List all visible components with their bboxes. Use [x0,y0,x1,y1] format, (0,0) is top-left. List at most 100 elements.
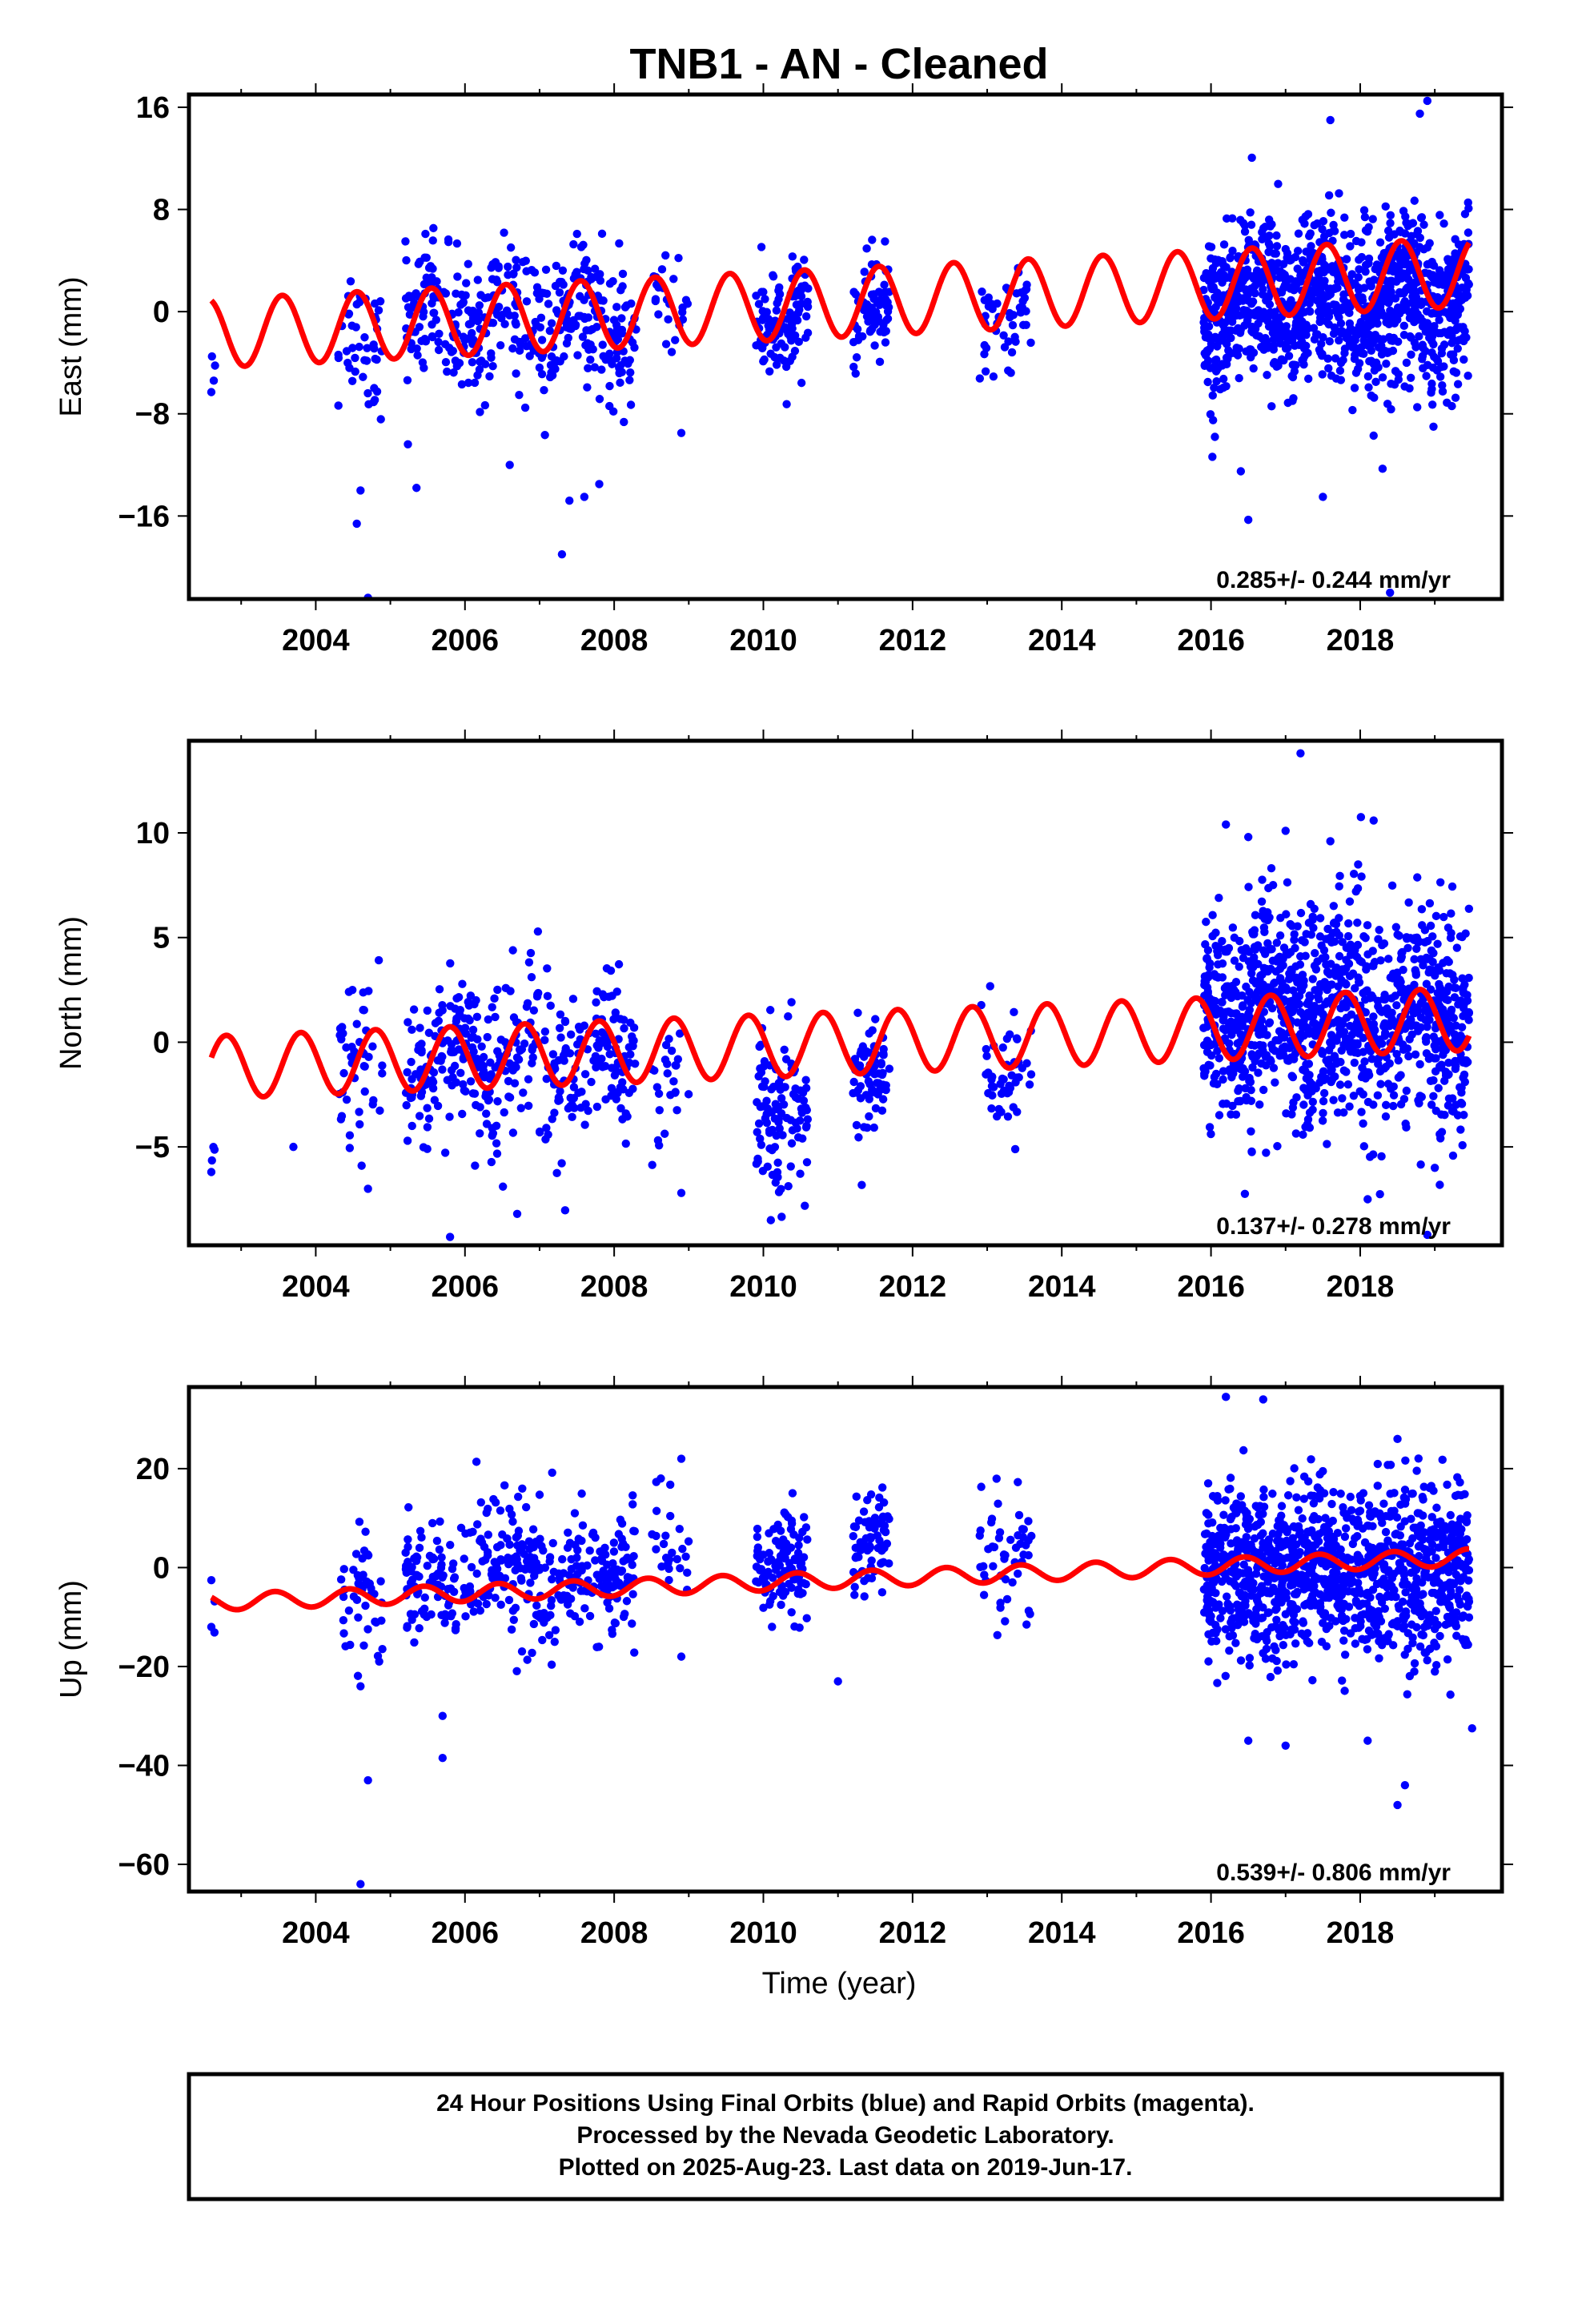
x-tick-label: 2004 [282,1270,350,1304]
x-tick-label: 2016 [1177,1270,1245,1304]
data-point [1363,1097,1373,1107]
data-point [508,946,517,955]
data-point [852,1492,861,1502]
data-point [580,264,588,274]
data-point [424,1114,434,1124]
data-point [1377,341,1386,350]
data-point [1252,331,1261,340]
data-point [531,317,540,327]
data-point [482,1089,491,1098]
data-point [1301,1067,1310,1076]
data-point [1303,324,1312,333]
data-point [456,300,465,309]
data-point [458,1109,467,1119]
data-point [588,324,597,334]
data-point [885,1064,894,1073]
data-point [625,376,634,384]
data-point [530,1571,539,1581]
data-points [207,1393,1476,1888]
data-point [1331,919,1341,929]
data-point [1335,882,1343,891]
data-point [1259,1041,1267,1050]
data-point [434,345,444,355]
x-tick-label: 2018 [1327,624,1395,657]
data-point [455,1009,464,1019]
data-point [803,1115,813,1124]
data-point [1289,1660,1299,1669]
data-point [1370,393,1379,402]
data-point [1263,908,1272,917]
data-point [1339,356,1347,364]
data-point-outlier [352,519,361,529]
data-point [881,301,891,310]
data-point [869,1123,878,1132]
data-point [1224,943,1234,953]
data-point [881,295,890,304]
data-point [488,1131,496,1140]
data-point [854,1133,863,1142]
data-point [793,1553,803,1562]
data-point [545,1557,554,1566]
data-point [570,1104,579,1112]
data-point [576,243,586,251]
data-point [1447,929,1456,938]
data-point [1340,1651,1350,1659]
data-point [342,1043,351,1052]
data-point [343,358,352,368]
data-point [1248,1063,1257,1072]
data-point [1458,998,1468,1007]
data-point [1228,246,1237,255]
data-point [757,287,766,296]
data-point [1240,227,1250,236]
data-point [1318,225,1327,234]
data-point [975,374,985,383]
data-point [1323,354,1332,364]
data-point [1267,1040,1276,1049]
data-point [473,1520,482,1529]
data-point [1431,911,1441,921]
data-point [512,320,520,329]
data-point [1327,1031,1336,1039]
data-point [403,1136,412,1145]
data-point [401,1562,411,1570]
data-point [1423,936,1432,946]
data-point [987,1104,996,1113]
data-point [1202,917,1211,927]
data-point [1283,1056,1292,1065]
data-point [611,1618,620,1628]
data-point [1460,336,1468,346]
data-point [1243,316,1252,325]
data-point [583,383,592,392]
data-point [452,239,462,248]
data-point [364,1052,373,1062]
data-point [1246,345,1255,354]
data-point [355,1108,363,1116]
data-point [1427,379,1436,388]
data-point [852,353,861,362]
data-point [1410,196,1419,205]
data-point [376,1577,385,1586]
data-point [1387,316,1396,326]
data-point [1389,1101,1398,1111]
data-point [371,1618,381,1627]
data-point [870,341,879,350]
data-point [587,275,596,283]
data-point [619,1612,628,1622]
data-point [1453,344,1462,353]
data-point [1345,308,1354,318]
data-point [529,1006,539,1015]
data-point [1312,296,1322,305]
data-point [423,1123,432,1132]
data-point [683,1568,692,1578]
data-point [1329,1096,1338,1104]
data-point [613,335,623,344]
data-point [1448,299,1458,308]
data-point [1363,1068,1373,1077]
data-point [1231,300,1239,309]
data-point [354,1613,363,1622]
data-point [1244,883,1253,891]
model-curve [208,987,1472,1100]
data-point [491,1012,500,1022]
data-point [754,300,764,308]
rate-label: 0.137+/- 0.278 mm/yr [1216,1213,1451,1240]
